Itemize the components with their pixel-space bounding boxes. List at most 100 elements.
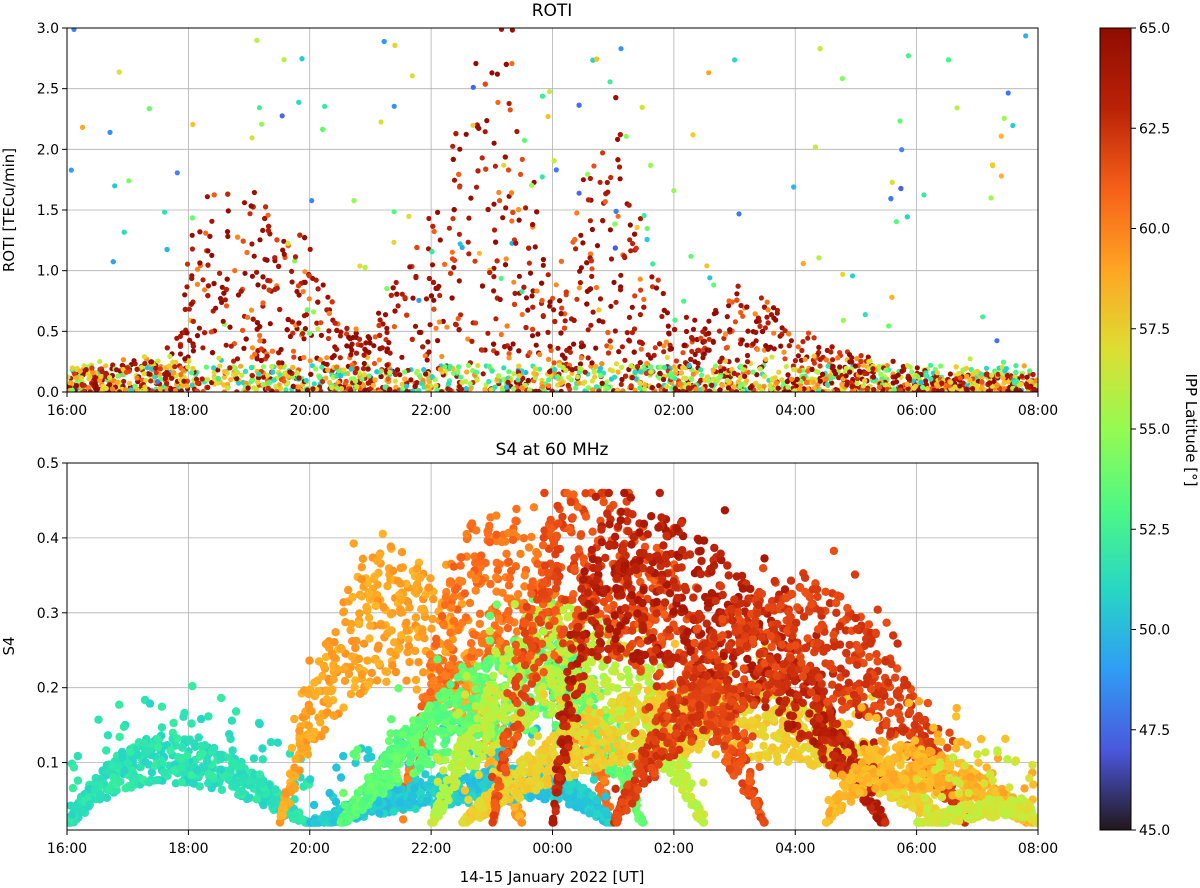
roti-point (128, 387, 134, 392)
roti-point (533, 342, 539, 348)
roti-point (157, 366, 163, 372)
s4-point (196, 741, 206, 751)
roti-point (112, 183, 118, 189)
roti-point (145, 371, 151, 377)
roti-point (412, 323, 419, 329)
roti-point (566, 375, 572, 381)
roti-point (324, 355, 330, 361)
roti-point (260, 300, 266, 306)
roti-point (594, 56, 600, 62)
roti-point (747, 385, 754, 391)
roti-point (824, 381, 830, 387)
roti-point (348, 352, 354, 358)
roti-point (529, 333, 536, 339)
roti-point (589, 266, 595, 272)
s4-point (502, 549, 511, 558)
roti-point (377, 332, 383, 338)
roti-point (1000, 375, 1006, 381)
roti-point (613, 95, 619, 101)
roti-point (648, 369, 654, 375)
roti-point (897, 118, 903, 124)
roti-point (150, 389, 156, 392)
roti-point (858, 358, 864, 364)
roti-point (633, 245, 639, 251)
roti-point (277, 364, 283, 370)
roti-point (647, 364, 654, 370)
s4-point (289, 781, 299, 791)
roti-point (456, 231, 462, 237)
roti-point (287, 369, 293, 375)
s4-point (118, 752, 127, 761)
roti-point (444, 324, 450, 330)
roti-point (521, 137, 528, 143)
s4-point (216, 765, 226, 774)
s4-point (257, 779, 266, 788)
roti-point (464, 369, 470, 375)
roti-point (265, 212, 271, 218)
s4-point (364, 680, 373, 690)
roti-point (928, 362, 934, 368)
roti-point (225, 385, 231, 391)
roti-point (354, 384, 360, 390)
roti-point (754, 372, 760, 378)
roti-point (817, 378, 823, 384)
roti-point (905, 53, 912, 59)
roti-point (715, 376, 721, 382)
s4-point (378, 529, 387, 538)
s4-point (382, 667, 392, 676)
roti-point (734, 389, 740, 392)
roti-point (686, 362, 692, 369)
s4-point (449, 592, 458, 602)
roti-point (262, 215, 268, 222)
roti-point (503, 384, 510, 390)
s4-point (228, 746, 237, 755)
roti-point (290, 383, 296, 389)
roti-point (547, 369, 553, 375)
roti-point (384, 286, 390, 292)
roti-point (939, 387, 945, 392)
roti-point (683, 375, 689, 381)
roti-point (638, 346, 644, 352)
roti-point (967, 377, 973, 383)
roti-point (224, 229, 231, 235)
roti-point (582, 369, 588, 375)
s4-point (189, 779, 199, 788)
roti-point (709, 382, 715, 388)
roti-point (182, 356, 188, 362)
roti-point (451, 264, 457, 271)
roti-point (573, 246, 579, 252)
roti-point (849, 389, 855, 392)
s4-point (147, 768, 157, 777)
roti-point (377, 389, 383, 392)
roti-point (356, 336, 363, 342)
roti-point (722, 331, 729, 337)
roti-point (223, 303, 230, 309)
s4-point (188, 681, 197, 691)
roti-point (617, 287, 624, 293)
roti-point (166, 363, 172, 369)
roti-point (222, 368, 228, 375)
s4-point (202, 757, 212, 766)
roti-point (889, 179, 895, 185)
s4-point (157, 723, 167, 732)
roti-y-tick-label: 0.5 (37, 324, 59, 340)
roti-point (414, 244, 420, 251)
roti-point (322, 103, 328, 109)
roti-point (865, 354, 871, 360)
roti-point (86, 376, 92, 382)
roti-point (264, 257, 270, 263)
s4-point (397, 548, 407, 557)
roti-point (713, 310, 719, 316)
roti-point (223, 342, 229, 348)
roti-point (366, 373, 372, 379)
roti-point (296, 99, 302, 105)
roti-point (805, 335, 811, 341)
roti-point (832, 371, 839, 377)
roti-point (639, 104, 645, 110)
s4-point (454, 626, 463, 635)
roti-point (839, 75, 845, 82)
roti-point (905, 386, 911, 392)
s4-point (475, 619, 484, 629)
roti-point (393, 279, 399, 286)
s4-point (192, 765, 202, 775)
